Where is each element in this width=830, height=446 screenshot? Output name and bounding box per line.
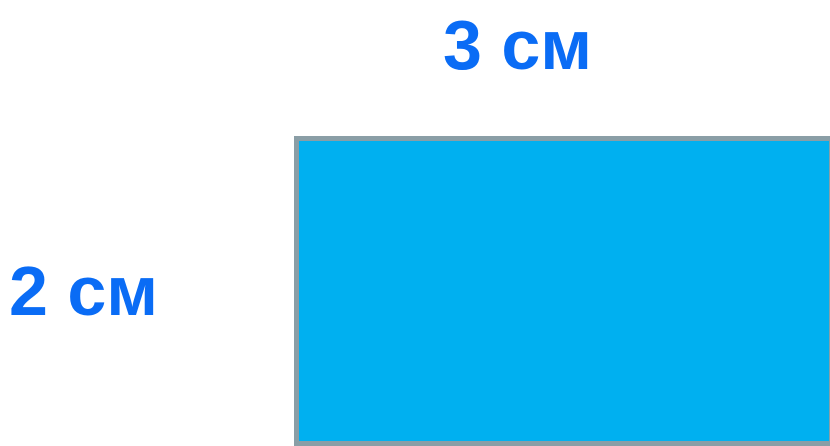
rectangle-shape bbox=[294, 136, 830, 446]
width-label: 3 см bbox=[443, 6, 593, 84]
height-label: 2 см bbox=[9, 252, 159, 330]
